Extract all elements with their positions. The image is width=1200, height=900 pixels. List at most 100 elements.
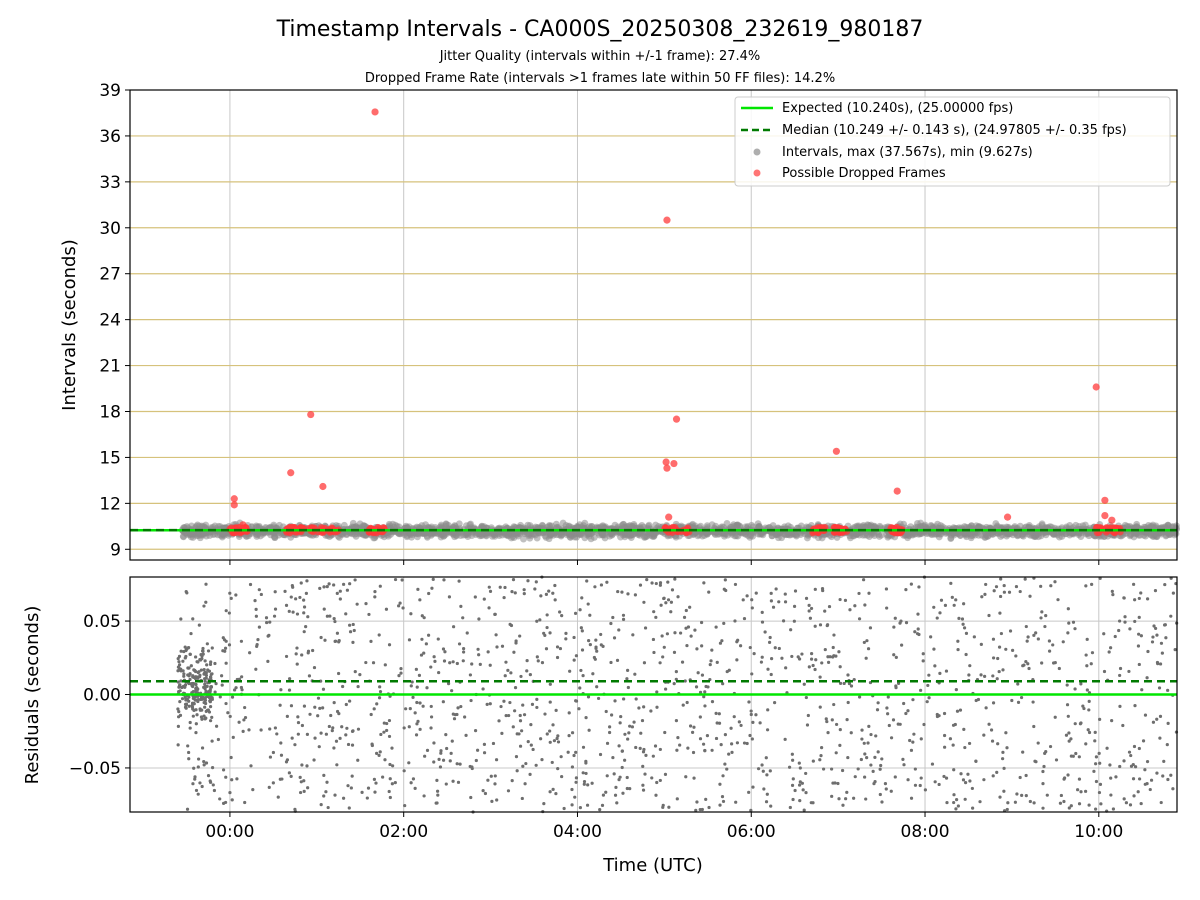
residual-point (176, 707, 180, 711)
residual-point (852, 796, 856, 800)
residual-point (385, 728, 389, 733)
residual-point (767, 640, 772, 644)
residual-point (1036, 741, 1040, 745)
residual-point (791, 797, 795, 802)
residual-point (1133, 598, 1137, 602)
residual-point (302, 779, 306, 783)
residual-point (727, 752, 731, 756)
residual-point (684, 775, 688, 779)
residual-point (586, 602, 590, 606)
residual-point (182, 649, 186, 654)
residual-point (783, 737, 787, 741)
residual-point (345, 588, 349, 592)
residual-point (198, 781, 202, 785)
residual-point (204, 582, 208, 586)
residual-point (1109, 776, 1113, 780)
residual-point (904, 588, 908, 592)
residual-point (714, 625, 718, 629)
residual-point (346, 742, 351, 747)
residual-point (684, 626, 688, 630)
residual-point (663, 730, 667, 735)
residual-point (243, 715, 248, 720)
residual-point (956, 804, 960, 808)
residual-point (660, 634, 664, 638)
residual-point (191, 690, 195, 694)
residual-point (1067, 739, 1071, 743)
residual-point (811, 663, 815, 668)
residual-point (278, 703, 282, 707)
residual-point (457, 579, 461, 583)
residual-point (699, 620, 704, 625)
residual-point (1139, 591, 1143, 595)
residual-point (1165, 742, 1169, 747)
residual-point (963, 781, 968, 785)
residual-point (254, 614, 258, 618)
residual-point (346, 784, 350, 788)
residual-point (378, 750, 382, 754)
residual-point (445, 746, 449, 751)
residual-point (739, 644, 743, 648)
residual-point (373, 790, 377, 794)
residual-point (707, 590, 711, 594)
residual-point (271, 750, 275, 755)
residual-point (458, 762, 462, 766)
interval-point (1153, 533, 1161, 540)
intervals-plot-frame (129, 89, 1178, 561)
residual-point (306, 786, 310, 790)
residual-point (683, 679, 687, 683)
residual-point (739, 723, 743, 728)
residual-point (459, 704, 463, 709)
residual-point (1067, 806, 1071, 810)
residual-point (1136, 644, 1141, 648)
residual-point (990, 739, 995, 743)
residuals-y-tick-label: 0.00 (83, 686, 121, 706)
residual-point (978, 800, 982, 804)
residual-point (749, 709, 753, 713)
residual-point (672, 682, 676, 686)
residual-point (461, 616, 465, 620)
residual-point (382, 730, 386, 734)
residual-point (450, 739, 454, 743)
x-tick-label: 00:00 (205, 822, 254, 842)
residual-point (730, 742, 734, 746)
residual-point (348, 582, 352, 586)
residual-point (338, 597, 342, 601)
residual-point (287, 688, 292, 692)
residual-point (998, 795, 1002, 799)
residual-point (678, 743, 682, 747)
residual-point (1155, 771, 1159, 775)
residual-point (935, 616, 939, 620)
residual-point (341, 796, 346, 800)
residual-point (893, 616, 897, 620)
residual-point (721, 774, 725, 778)
residual-point (709, 659, 713, 663)
residual-point (995, 770, 999, 774)
intervals-y-tick-label: 9 (110, 540, 121, 560)
residual-point (847, 682, 852, 686)
residual-point (632, 720, 636, 724)
residual-point (213, 661, 217, 666)
residual-point (878, 792, 882, 797)
residual-point (515, 769, 519, 773)
residual-point (857, 591, 861, 596)
residual-point (813, 587, 817, 591)
residual-point (998, 611, 1002, 615)
residual-point (1024, 773, 1028, 778)
residual-point (432, 760, 436, 764)
residual-point (727, 668, 731, 672)
residual-point (679, 631, 683, 635)
residual-point (224, 661, 228, 665)
residual-point (885, 606, 889, 610)
residual-point (1087, 730, 1092, 735)
residual-point (723, 733, 727, 737)
residual-point (548, 631, 552, 635)
residual-point (633, 593, 638, 597)
residual-point (203, 705, 207, 709)
residual-point (210, 672, 214, 676)
residual-point (584, 715, 588, 720)
residual-point (717, 721, 722, 725)
interval-point (1038, 521, 1046, 529)
residual-point (611, 615, 615, 620)
residual-point (211, 783, 215, 787)
residual-point (316, 714, 320, 718)
